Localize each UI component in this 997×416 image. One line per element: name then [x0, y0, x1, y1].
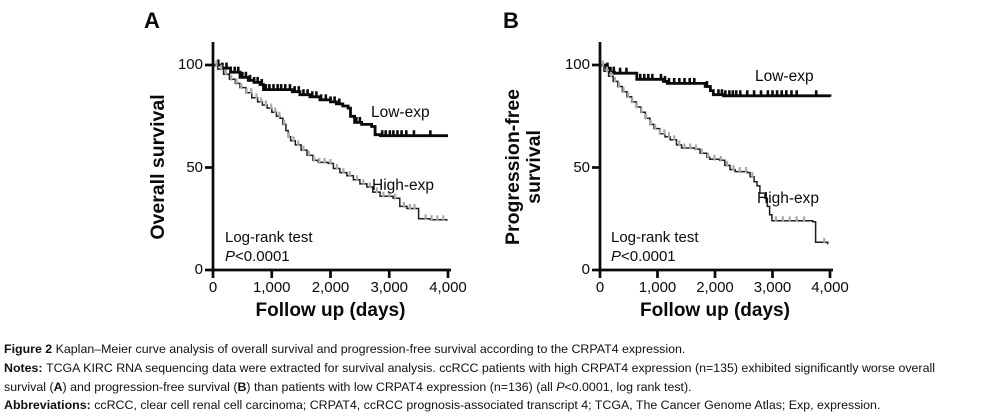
x-axis-label-b: Follow up (days) [640, 300, 790, 321]
caption-line: Abbreviations: ccRCC, clear cell renal c… [4, 396, 996, 415]
panel-b-letter: B [503, 8, 519, 33]
km-curve-high-exp-a [213, 64, 448, 221]
logrank-annotation-b: Log-rank test P<0.0001 [611, 228, 699, 266]
x-tick-label: 3,000 [370, 279, 409, 296]
legend-high-exp-a: High-exp [372, 177, 435, 194]
logrank-text-a: Log-rank test [225, 229, 313, 246]
caption-line: survival (A) and progression-free surviv… [4, 378, 996, 397]
legend-low-exp-a: Low-exp [371, 104, 430, 121]
y-axis-label-b-line1: Progression-free [502, 88, 524, 246]
y-tick-label: 0 [581, 261, 590, 278]
x-tick-label: 2,000 [696, 279, 734, 296]
y-tick-label: 100 [564, 56, 590, 73]
logrank-text-b: Log-rank test [611, 229, 699, 246]
x-axis-label-a: Follow up (days) [255, 300, 406, 321]
x-tick-label: 4,000 [429, 279, 467, 296]
x-tick-label: 0 [595, 279, 605, 296]
x-tick-label: 2,000 [311, 279, 350, 296]
logrank-annotation-a: Log-rank test P<0.0001 [225, 228, 313, 266]
y-tick-label: 0 [194, 261, 203, 278]
caption-segment: Notes: [4, 360, 46, 375]
caption-line: Notes: TCGA KIRC RNA sequencing data wer… [4, 359, 996, 378]
pvalue-b: P<0.0001 [611, 247, 699, 266]
caption-segment: P [556, 379, 565, 394]
caption-segment: ) than patients with low CRPAT4 expressi… [246, 379, 557, 394]
caption-segment: A [53, 379, 63, 394]
pvalue-a-p: P [225, 248, 236, 265]
x-tick-label: 1,000 [252, 279, 291, 296]
caption-segment: Figure 2 [4, 342, 56, 356]
legend-high-exp-b: High-exp [757, 190, 820, 207]
y-tick-label: 50 [573, 158, 590, 176]
x-tick-label: 3,000 [753, 279, 792, 296]
x-tick-label: 0 [208, 279, 218, 296]
pvalue-b-p: P [611, 248, 622, 265]
caption-segment: survival ( [4, 379, 54, 394]
caption-segment: ) and progression-free survival ( [62, 379, 238, 394]
pvalue-a-rest: <0.0001 [235, 248, 290, 265]
caption-segment: <0.0001, log rank test). [564, 379, 692, 394]
km-plot-canvas [205, 42, 833, 278]
caption-line: Figure 2 Kaplan–Meier curve analysis of … [4, 340, 996, 359]
y-tick-label: 50 [186, 158, 203, 176]
y-tick-label: 100 [177, 56, 203, 73]
caption-segment: Kaplan–Meier curve analysis of overall s… [55, 342, 686, 356]
caption-segment: ccRCC, clear cell renal cell carcinoma; … [94, 398, 881, 413]
figure-caption: Figure 2 Kaplan–Meier curve analysis of … [4, 340, 996, 415]
caption-segment: Abbreviations: [4, 398, 95, 413]
legend-low-exp-b: Low-exp [755, 68, 814, 85]
caption-segment: TCGA KIRC RNA sequencing data were extra… [46, 360, 935, 375]
pvalue-b-rest: <0.0001 [621, 248, 676, 265]
pvalue-a: P<0.0001 [225, 247, 313, 266]
caption-segment: B [237, 379, 247, 394]
x-tick-label: 1,000 [638, 279, 677, 296]
panel-a-letter: A [144, 8, 160, 33]
x-tick-label: 4,000 [811, 279, 849, 296]
